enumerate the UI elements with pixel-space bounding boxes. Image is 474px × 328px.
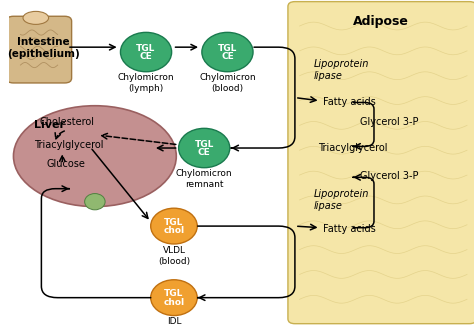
FancyBboxPatch shape	[288, 2, 474, 324]
Ellipse shape	[151, 280, 197, 316]
Text: TGL: TGL	[137, 44, 156, 53]
Text: VLDL
(blood): VLDL (blood)	[158, 246, 190, 266]
Text: Liver: Liver	[35, 120, 65, 130]
Text: Lipoprotein
lipase: Lipoprotein lipase	[313, 189, 369, 211]
Text: Glycerol 3-P: Glycerol 3-P	[360, 117, 419, 127]
Text: TGL: TGL	[164, 218, 183, 227]
Text: Triacylglycerol: Triacylglycerol	[35, 140, 104, 150]
Text: Fatty acids: Fatty acids	[323, 224, 375, 234]
Text: Glucose: Glucose	[46, 159, 85, 169]
Text: TGL: TGL	[194, 140, 214, 149]
Text: Lipoprotein
lipase: Lipoprotein lipase	[313, 59, 369, 81]
Text: CE: CE	[198, 148, 210, 157]
Text: Fatty acids: Fatty acids	[323, 97, 375, 108]
Ellipse shape	[85, 194, 105, 210]
Text: Chylomicron
remnant: Chylomicron remnant	[176, 169, 233, 189]
Text: CE: CE	[140, 52, 153, 61]
Ellipse shape	[151, 208, 197, 244]
Text: Glycerol 3-P: Glycerol 3-P	[360, 171, 419, 181]
Text: Chylomicron
(lymph): Chylomicron (lymph)	[118, 73, 174, 93]
Text: Intestine
(epithelium): Intestine (epithelium)	[7, 37, 80, 59]
Text: TGL: TGL	[218, 44, 237, 53]
FancyBboxPatch shape	[7, 16, 72, 83]
Text: chol: chol	[164, 298, 184, 307]
Ellipse shape	[179, 128, 230, 168]
Text: Triacylglycerol: Triacylglycerol	[318, 143, 388, 153]
Text: chol: chol	[164, 226, 184, 235]
Text: Cholesterol: Cholesterol	[39, 117, 94, 127]
Ellipse shape	[202, 32, 253, 72]
Ellipse shape	[120, 32, 172, 72]
Text: Chylomicron
(blood): Chylomicron (blood)	[199, 73, 256, 93]
Text: Adipose: Adipose	[353, 15, 409, 28]
Text: TGL: TGL	[164, 289, 183, 298]
Ellipse shape	[13, 106, 176, 207]
Ellipse shape	[23, 11, 49, 24]
Text: CE: CE	[221, 52, 234, 61]
Text: IDL: IDL	[167, 317, 181, 326]
